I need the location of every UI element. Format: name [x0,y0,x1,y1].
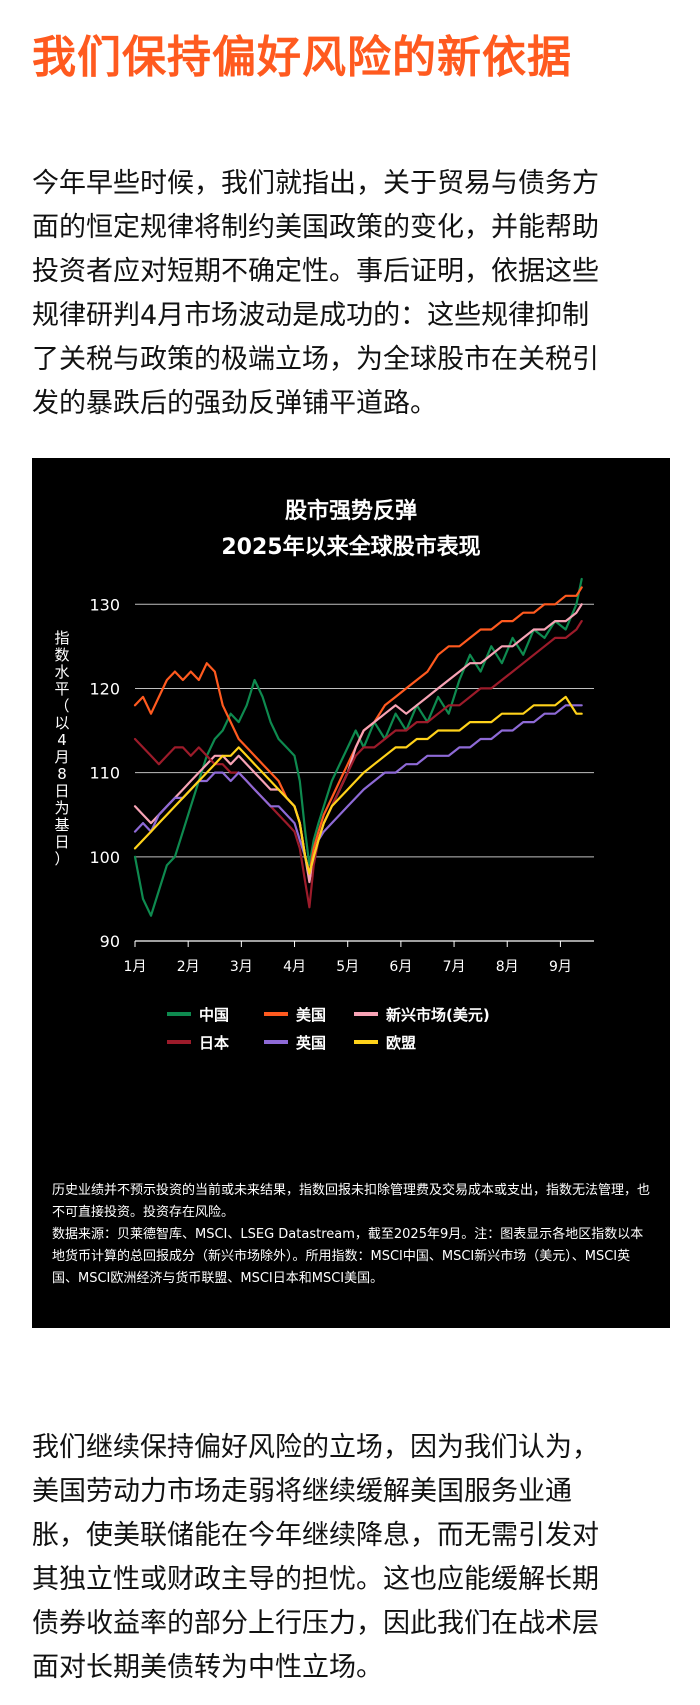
x-tick-label: 7月 [443,959,466,975]
intro-paragraph: 今年早些时候，我们就指出，关于贸易与债务方 面的恒定规律将制约美国政策的变化，并… [32,118,672,426]
intro-line: 投资者应对短期不确定性。事后证明，依据这些 [32,256,599,287]
legend-label: 新兴市场(美元) [386,1006,490,1024]
intro-line: 面的恒定规律将制约美国政策的变化，并能帮助 [32,212,599,243]
series-line-5 [133,704,583,875]
series-line-2 [133,586,583,875]
chart-subtitle: 2025年以来全球股市表现 [221,534,480,560]
legend-label: 美国 [296,1006,326,1024]
x-tick-label: 1月 [124,959,147,975]
closing-line: 美国劳动力市场走弱将继续缓解美国服务业通 [32,1476,572,1507]
legend-label: 欧盟 [386,1034,416,1052]
y-tick-label: 130 [89,595,120,614]
x-tick-label: 4月 [283,959,306,975]
headline: 我们保持偏好风险的新依据 [32,32,572,83]
chart-footnote: 历史业绩并不预示投资的当前或未来结果，指数回报未扣除管理费及交易成本或支出，指数… [52,1180,652,1290]
closing-line: 胀，使美联储能在今年继续降息，而无需引发对 [32,1520,599,1551]
y-tick-label: 100 [89,848,120,867]
chart-title: 股市强势反弹 [285,498,417,524]
disclaimer-text: 历史业绩并不预示投资的当前或未来结果，指数回报未扣除管理费及交易成本或支出，指数… [52,1183,651,1220]
source-text: 数据来源：贝莱德智库、MSCI、LSEG Datastream，截至2025年9… [52,1227,644,1286]
y-axis-label: 指数水平（以 4 月 8 日为基日） [54,629,69,868]
intro-line: 今年早些时候，我们就指出，关于贸易与债务方 [32,168,599,199]
y-tick-label: 110 [89,764,120,783]
legend-label: 中国 [199,1006,229,1024]
series-line-1 [133,577,583,917]
intro-line: 了关税与政策的极端立场，为全球股市在关税引 [32,344,599,375]
x-tick-label: 6月 [389,959,412,975]
chart-panel: 股市强势反弹 2025年以来全球股市表现 90 100 110 120 130 指数水平… [32,458,670,1328]
closing-line: 我们继续保持偏好风险的立场，因为我们认为， [32,1432,599,1463]
intro-line: 发的暴跌后的强劲反弹铺平道路。 [32,388,437,419]
x-tick-label: 5月 [336,959,359,975]
series-line-4 [133,620,583,909]
x-tick-label: 8月 [496,959,519,975]
y-tick-label: 90 [100,932,120,951]
x-tick-label: 2月 [177,959,200,975]
series-line-3 [133,603,583,884]
x-tick-label: 3月 [230,959,253,975]
legend-label: 英国 [296,1034,326,1052]
closing-paragraph: 我们继续保持偏好风险的立场，因为我们认为， 美国劳动力市场走弱将继续缓解美国服务… [32,1382,672,1690]
intro-line: 规律研判4月市场波动是成功的：这些规律抑制 [32,300,590,331]
x-tick-label: 9月 [549,959,572,975]
closing-line: 其独立性或财政主导的担忧。这也应能缓解长期 [32,1564,599,1595]
y-tick-label: 120 [89,679,120,698]
closing-line: 面对长期美债转为中性立场。 [32,1652,383,1683]
closing-line: 债券收益率的部分上行压力，因此我们在战术层 [32,1608,599,1639]
line-chart: 股市强势反弹 2025年以来全球股市表现 90 100 110 120 130 指数水平… [54,498,594,1052]
series-line-6 [133,695,583,875]
legend-label: 日本 [199,1034,229,1052]
